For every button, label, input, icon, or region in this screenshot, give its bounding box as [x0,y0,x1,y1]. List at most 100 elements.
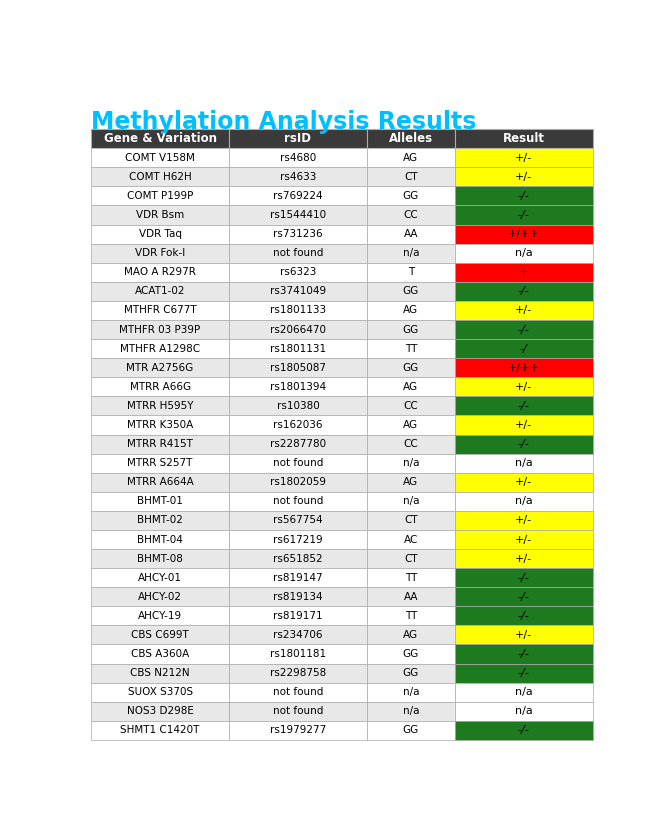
Text: TT: TT [405,611,417,621]
Bar [367,397,455,416]
Bar [367,549,455,568]
Bar [229,358,367,377]
Bar [91,397,229,416]
Text: -/-: -/- [518,210,530,220]
Text: rs10380: rs10380 [277,401,319,411]
Bar [229,511,367,530]
Bar [229,721,367,740]
Text: n/a: n/a [515,458,532,468]
Bar [91,377,229,397]
Bar [367,473,455,492]
Bar [91,683,229,701]
Bar [91,434,229,453]
Text: AHCY-02: AHCY-02 [138,592,182,602]
Bar [91,549,229,568]
Text: CT: CT [404,554,418,564]
Bar [229,625,367,645]
Bar [455,568,592,587]
Bar [455,282,592,301]
Text: -/-: -/- [518,649,530,659]
Bar [229,149,367,167]
Bar [229,129,367,149]
Bar [367,205,455,225]
Text: MTRR K350A: MTRR K350A [127,420,193,430]
Text: CT: CT [404,172,418,182]
Text: n/a: n/a [515,496,532,506]
Bar [229,205,367,225]
Bar [455,530,592,549]
Bar [91,473,229,492]
Text: -/-: -/- [518,191,530,201]
Text: MTR A2756G: MTR A2756G [127,362,193,372]
Text: MTHFR 03 P39P: MTHFR 03 P39P [119,325,201,335]
Bar [455,320,592,339]
Bar [367,530,455,549]
Text: AG: AG [404,306,418,316]
Text: rs234706: rs234706 [273,630,323,640]
Bar [455,129,592,149]
Text: AG: AG [404,630,418,640]
Text: SUOX S370S: SUOX S370S [127,687,193,697]
Text: +/++: +/++ [508,362,540,372]
Bar [367,225,455,244]
Bar [455,434,592,453]
Text: TT: TT [405,344,417,354]
Text: AG: AG [404,382,418,392]
Text: ACAT1-02: ACAT1-02 [135,286,185,296]
Text: VDR Taq: VDR Taq [139,229,181,239]
Bar [91,149,229,167]
Text: rs819134: rs819134 [273,592,323,602]
Text: CC: CC [404,439,418,449]
Text: AG: AG [404,153,418,163]
Bar [455,377,592,397]
Text: +/-: +/- [515,153,532,163]
Text: rs6323: rs6323 [279,267,316,277]
Bar [455,397,592,416]
Text: rs1979277: rs1979277 [270,726,326,736]
Text: rs567754: rs567754 [273,515,323,525]
Bar [367,645,455,664]
Bar [229,301,367,320]
Bar [367,511,455,530]
Bar [229,587,367,606]
Text: -/-: -/- [518,439,530,449]
Text: -/-: -/- [518,611,530,621]
Bar [229,434,367,453]
Bar [455,453,592,473]
Bar [229,263,367,282]
Text: -/-: -/- [518,726,530,736]
Text: BHMT-01: BHMT-01 [137,496,183,506]
Bar [91,587,229,606]
Text: AHCY-19: AHCY-19 [138,611,182,621]
Text: +/-: +/- [515,420,532,430]
Bar [229,225,367,244]
Text: rs2287780: rs2287780 [270,439,326,449]
Text: CC: CC [404,401,418,411]
Bar [455,701,592,721]
Text: n/a: n/a [515,687,532,697]
Bar [455,721,592,740]
Text: rs769224: rs769224 [273,191,323,201]
Text: -/: -/ [520,344,528,354]
Bar [455,511,592,530]
Bar [367,320,455,339]
Bar [455,263,592,282]
Text: MAO A R297R: MAO A R297R [124,267,196,277]
Bar [455,625,592,645]
Text: not found: not found [273,458,323,468]
Bar [91,358,229,377]
Text: rsID: rsID [284,132,311,145]
Text: rs819147: rs819147 [273,573,323,583]
Bar [91,664,229,683]
Bar [229,683,367,701]
Text: n/a: n/a [515,248,532,258]
Text: GG: GG [403,649,419,659]
Bar [229,549,367,568]
Text: AA: AA [404,592,418,602]
Bar [91,453,229,473]
Bar [91,205,229,225]
Text: SHMT1 C1420T: SHMT1 C1420T [120,726,199,736]
Bar [367,625,455,645]
Text: +/-: +/- [515,630,532,640]
Text: CC: CC [404,210,418,220]
